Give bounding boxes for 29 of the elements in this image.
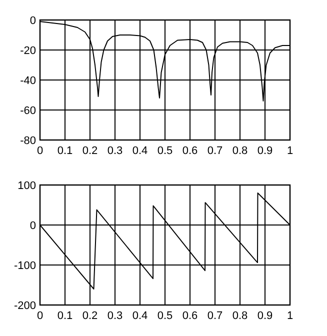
y-tick-label: -100: [14, 260, 36, 272]
y-tick-label: 0: [30, 15, 36, 27]
x-tick-label: 0.4: [132, 310, 148, 322]
x-tick-label: 0.7: [207, 145, 223, 157]
x-tick-label: 0.2: [82, 145, 98, 157]
x-tick-label: 0.3: [107, 310, 123, 322]
x-tick-label: 0.9: [257, 310, 273, 322]
y-tick-label: 100: [18, 180, 36, 192]
x-tick-label: 0.7: [207, 310, 223, 322]
x-tick-label: 0.3: [107, 145, 123, 157]
x-tick-label: 1: [286, 145, 294, 157]
x-tick-label: 0.8: [232, 310, 248, 322]
y-tick-label: -200: [14, 300, 36, 312]
x-tick-label: 0.5: [157, 310, 173, 322]
x-tick-label: 0.6: [182, 310, 198, 322]
y-tick-label: -20: [20, 45, 36, 57]
y-tick-label: -60: [20, 105, 36, 117]
x-tick-label: 0.4: [132, 145, 148, 157]
x-tick-label: 0.2: [82, 310, 98, 322]
x-tick-label: 0.1: [57, 310, 73, 322]
x-tick-label: 0.6: [182, 145, 198, 157]
x-tick-label: 0.5: [157, 145, 173, 157]
y-tick-label: -80: [20, 135, 36, 147]
x-tick-label: 1: [286, 310, 294, 322]
x-tick-label: 0.8: [232, 145, 248, 157]
x-tick-label: 0.1: [57, 145, 73, 157]
x-tick-label: 0.9: [257, 145, 273, 157]
y-tick-label: -40: [20, 75, 36, 87]
y-tick-label: 0: [30, 220, 36, 232]
